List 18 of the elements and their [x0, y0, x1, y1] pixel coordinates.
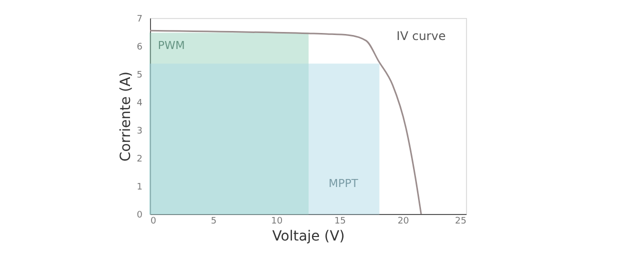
x-tick-label: 20: [398, 216, 410, 226]
y-tick-label: 5: [136, 70, 142, 80]
x-tick-label: 15: [334, 216, 346, 226]
y-tick-label: 6: [136, 42, 143, 52]
x-tick-label: 5: [210, 216, 217, 226]
x-tick-label: 25: [455, 216, 466, 226]
y-tick-label: 7: [136, 14, 142, 24]
x-tick-label: 10: [271, 216, 283, 226]
series-label: PWM: [158, 39, 185, 52]
y-tick-label: 3: [136, 126, 142, 136]
x-axis-title: Voltaje (V): [272, 228, 345, 244]
series-label: MPPT: [328, 177, 358, 190]
y-tick-label: 1: [136, 182, 142, 192]
y-tick-label: 2: [136, 154, 142, 164]
text: IV curve: [396, 29, 446, 44]
x-tick-label: 0: [150, 216, 156, 226]
y-tick-label: 4: [136, 98, 143, 108]
y-axis-title: Corriente (A): [118, 71, 134, 162]
